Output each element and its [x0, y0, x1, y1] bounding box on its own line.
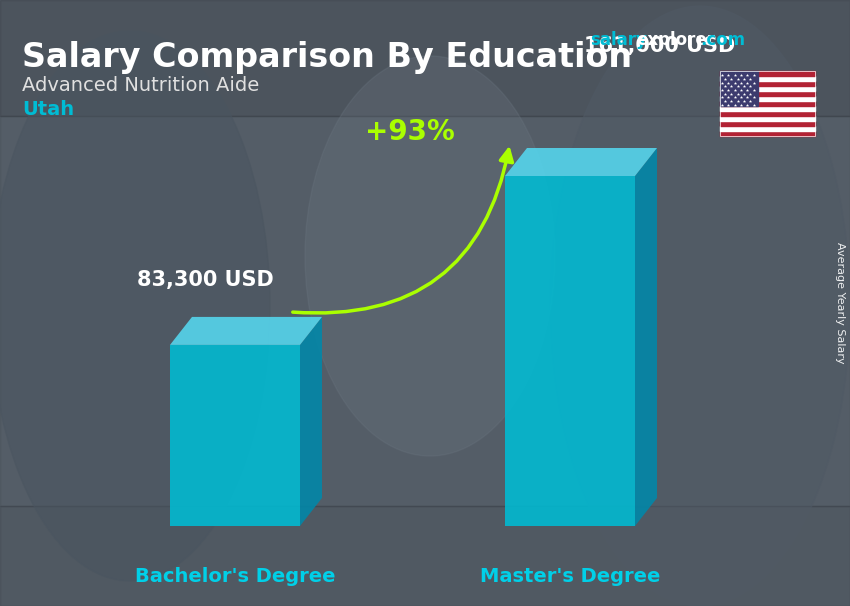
- Bar: [720, 71, 758, 106]
- Polygon shape: [170, 345, 300, 526]
- Text: explorer: explorer: [636, 31, 715, 49]
- Bar: [0, 506, 850, 606]
- Bar: [0, 0, 850, 116]
- Polygon shape: [635, 148, 657, 526]
- Text: salary: salary: [590, 31, 647, 49]
- Polygon shape: [505, 176, 635, 526]
- Bar: [720, 96, 815, 101]
- Bar: [720, 121, 815, 126]
- Text: 161,000 USD: 161,000 USD: [584, 36, 735, 56]
- Ellipse shape: [305, 56, 555, 456]
- Polygon shape: [505, 148, 657, 176]
- Text: Average Yearly Salary: Average Yearly Salary: [835, 242, 845, 364]
- Polygon shape: [170, 317, 322, 345]
- Bar: [720, 111, 815, 116]
- Ellipse shape: [0, 31, 270, 581]
- Bar: [720, 101, 815, 106]
- Bar: [720, 106, 815, 111]
- Bar: [720, 71, 815, 136]
- Bar: [720, 81, 815, 86]
- Bar: [720, 76, 815, 81]
- Text: Salary Comparison By Education: Salary Comparison By Education: [22, 41, 632, 74]
- Text: Advanced Nutrition Aide: Advanced Nutrition Aide: [22, 76, 259, 95]
- Text: Utah: Utah: [22, 100, 74, 119]
- Bar: [720, 86, 815, 91]
- Bar: [720, 116, 815, 121]
- Bar: [0, 116, 850, 506]
- Text: .com: .com: [700, 31, 745, 49]
- Text: Bachelor's Degree: Bachelor's Degree: [135, 567, 335, 585]
- Bar: [720, 126, 815, 131]
- Text: +93%: +93%: [366, 118, 455, 147]
- Bar: [720, 131, 815, 136]
- Bar: [720, 71, 815, 76]
- Bar: [720, 91, 815, 96]
- FancyArrowPatch shape: [292, 150, 513, 313]
- Polygon shape: [300, 317, 322, 526]
- Text: Master's Degree: Master's Degree: [479, 567, 660, 585]
- Ellipse shape: [550, 6, 850, 606]
- Text: 83,300 USD: 83,300 USD: [137, 270, 274, 290]
